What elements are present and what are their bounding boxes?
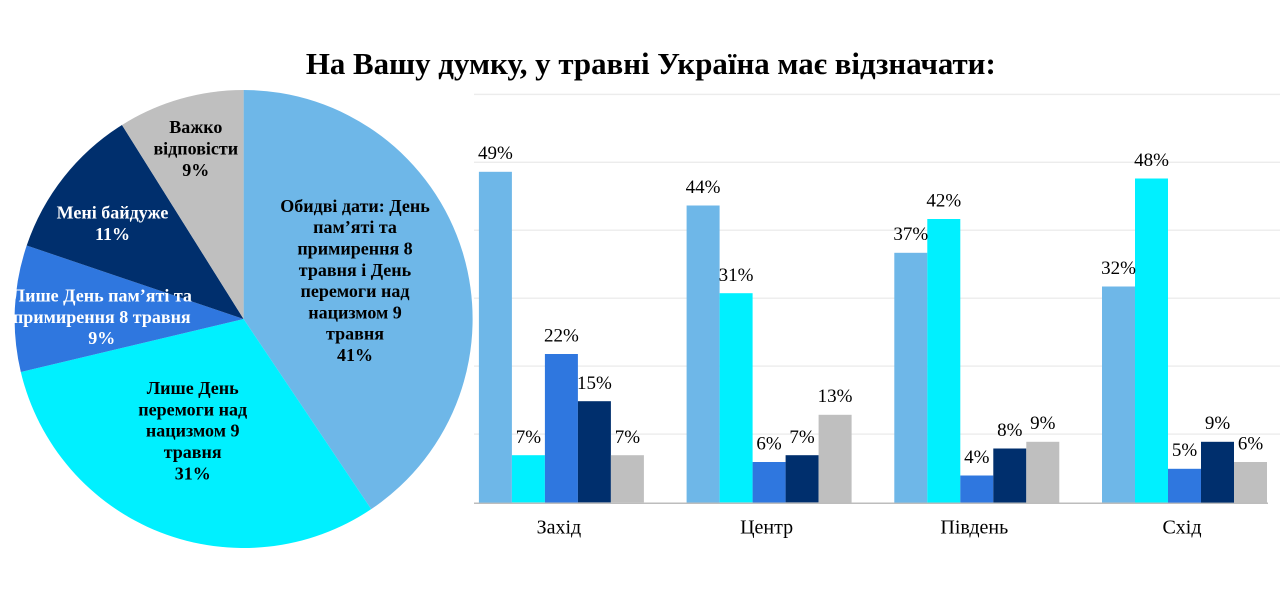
svg-text:7%: 7% bbox=[615, 427, 641, 448]
svg-text:15%: 15% bbox=[577, 373, 612, 394]
svg-text:42%: 42% bbox=[926, 191, 961, 212]
svg-text:Центр: Центр bbox=[740, 516, 793, 538]
svg-text:6%: 6% bbox=[756, 434, 782, 455]
svg-text:44%: 44% bbox=[686, 177, 721, 198]
svg-text:31%: 31% bbox=[719, 265, 754, 286]
svg-text:48%: 48% bbox=[1134, 150, 1169, 171]
svg-text:9%: 9% bbox=[1030, 413, 1056, 434]
svg-text:9%: 9% bbox=[1205, 413, 1231, 434]
svg-text:Схід: Схід bbox=[1162, 516, 1201, 538]
svg-text:32%: 32% bbox=[1101, 258, 1136, 279]
svg-text:7%: 7% bbox=[516, 427, 542, 448]
svg-text:49%: 49% bbox=[478, 143, 513, 164]
svg-text:13%: 13% bbox=[818, 386, 853, 407]
svg-text:6%: 6% bbox=[1238, 434, 1264, 455]
svg-text:22%: 22% bbox=[544, 326, 579, 347]
svg-text:Південь: Південь bbox=[940, 516, 1008, 538]
svg-text:На Вашу думку, у травні Україн: На Вашу думку, у травні Україна має відз… bbox=[306, 46, 996, 81]
svg-text:5%: 5% bbox=[1172, 440, 1198, 461]
svg-text:8%: 8% bbox=[997, 420, 1023, 441]
svg-text:7%: 7% bbox=[789, 427, 815, 448]
svg-text:4%: 4% bbox=[964, 447, 990, 468]
svg-text:Захід: Захід bbox=[537, 516, 582, 538]
svg-text:37%: 37% bbox=[893, 224, 928, 245]
